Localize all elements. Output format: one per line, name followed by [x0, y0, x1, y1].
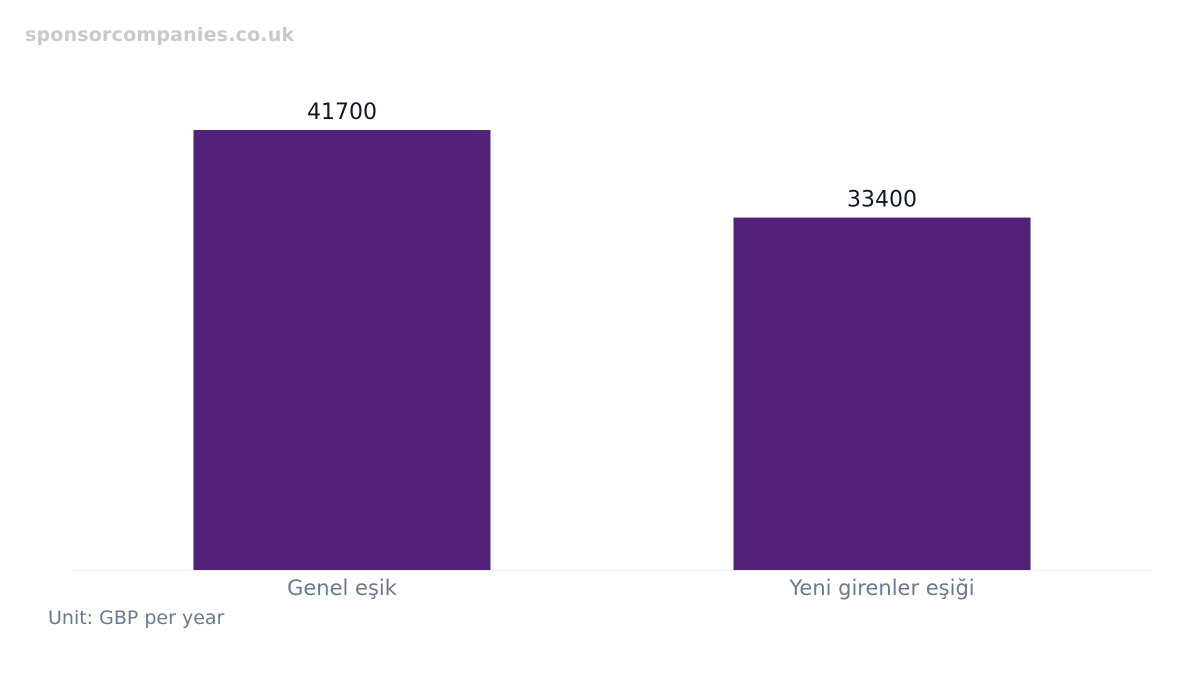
x-tick-label: Yeni girenler eşiği [788, 576, 974, 600]
bar-0 [193, 130, 491, 570]
bar-value-label: 33400 [847, 188, 917, 213]
unit-note: Unit: GBP per year [48, 607, 225, 629]
x-tick-label: Genel eşik [287, 576, 398, 600]
bar-1 [733, 217, 1031, 570]
watermark-logo: sponsorcompanies.co.uk [25, 24, 295, 46]
bar-value-label: 41700 [307, 100, 377, 125]
